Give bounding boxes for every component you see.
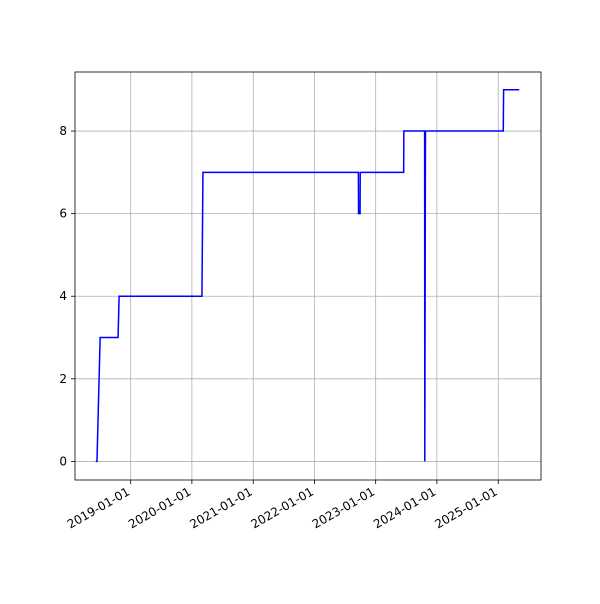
- y-tick-label: 6: [59, 207, 67, 221]
- y-tick-label: 0: [59, 454, 67, 468]
- y-tick-label: 4: [59, 289, 67, 303]
- plot-frame: [74, 71, 542, 481]
- line: [95, 89, 520, 463]
- y-tick-label: 8: [59, 124, 67, 138]
- y-tick-label: 2: [59, 372, 67, 386]
